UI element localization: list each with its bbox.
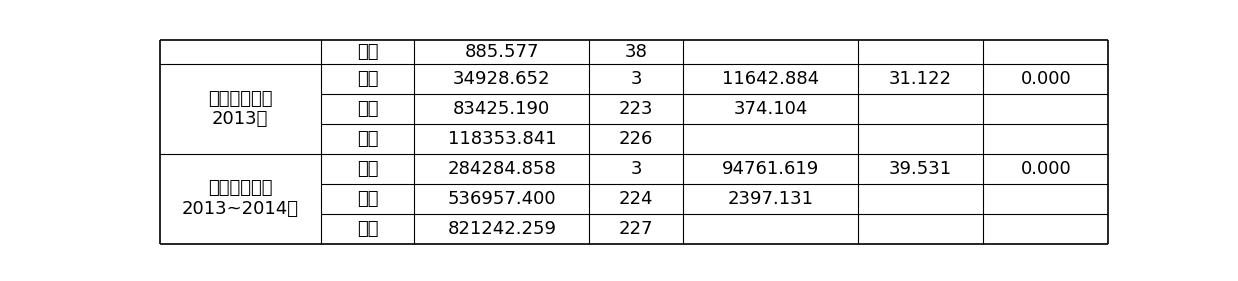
Text: 组内: 组内 [357,100,379,118]
Text: 38: 38 [625,43,647,61]
Text: 组内: 组内 [357,190,379,208]
Text: 总数: 总数 [357,43,379,61]
Text: 118353.841: 118353.841 [448,130,556,148]
Text: 组间: 组间 [357,160,379,178]
Text: 374.104: 374.104 [733,100,807,118]
Text: 83425.190: 83425.190 [453,100,551,118]
Text: 3: 3 [630,70,641,88]
Text: 39.531: 39.531 [889,160,952,178]
Text: 284284.858: 284284.858 [447,160,556,178]
Text: 536957.400: 536957.400 [448,190,556,208]
Text: 0.000: 0.000 [1020,160,1071,178]
Text: 94761.619: 94761.619 [722,160,820,178]
Text: 总数: 总数 [357,220,379,238]
Text: 11642.884: 11642.884 [722,70,820,88]
Text: 株高总生长量
2013~2014年: 株高总生长量 2013~2014年 [182,179,298,218]
Text: 34928.652: 34928.652 [453,70,551,88]
Text: 885.577: 885.577 [464,43,539,61]
Text: 226: 226 [619,130,654,148]
Text: 821242.259: 821242.259 [447,220,556,238]
Text: 3: 3 [630,160,641,178]
Text: 31.122: 31.122 [889,70,952,88]
Text: 224: 224 [619,190,654,208]
Text: 组间: 组间 [357,70,379,88]
Text: 0.000: 0.000 [1020,70,1071,88]
Text: 227: 227 [619,220,654,238]
Text: 株高总生长量
2013年: 株高总生长量 2013年 [208,90,272,128]
Text: 总数: 总数 [357,130,379,148]
Text: 2397.131: 2397.131 [728,190,813,208]
Text: 223: 223 [619,100,654,118]
